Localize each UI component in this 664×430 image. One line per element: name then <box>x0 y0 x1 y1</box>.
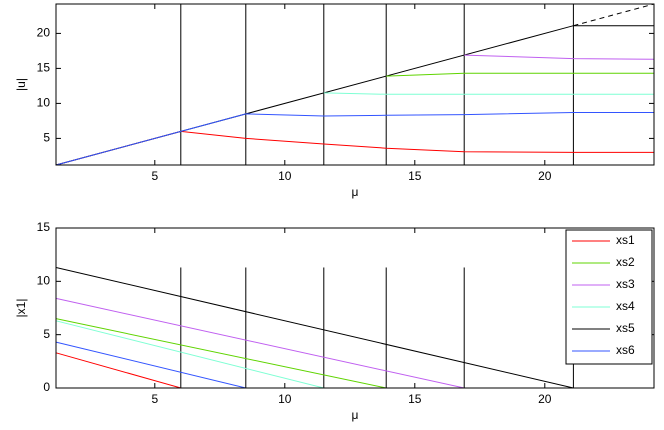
y-tick-label: 5 <box>43 131 50 145</box>
y-tick-label: 5 <box>43 327 50 341</box>
legend-label: xs2 <box>616 255 635 269</box>
legend-box <box>565 229 653 365</box>
y-tick-label: 0 <box>43 380 50 394</box>
x-tick-label: 5 <box>151 392 158 406</box>
series-line <box>55 25 654 166</box>
y-tick-label: 10 <box>37 274 51 288</box>
x-tick-label: 20 <box>538 169 552 183</box>
legend-label: xs6 <box>616 343 635 357</box>
x-tick-label: 20 <box>538 392 552 406</box>
y-tick-label: 15 <box>37 61 51 75</box>
series-line <box>323 92 654 95</box>
axes-box <box>55 227 655 389</box>
x-tick-label: 10 <box>278 169 292 183</box>
y-axis-label: |x1| <box>14 299 28 318</box>
series-line <box>573 3 655 27</box>
axes-box <box>55 3 655 166</box>
legend-label: xs4 <box>616 299 635 313</box>
x-axis-label: μ <box>352 408 359 422</box>
series-line <box>55 130 654 166</box>
y-tick-label: 15 <box>37 220 51 234</box>
series-line <box>386 72 654 77</box>
series-line <box>55 112 654 166</box>
x-tick-label: 10 <box>278 392 292 406</box>
y-tick-label: 20 <box>37 26 51 40</box>
x-tick-label: 15 <box>408 169 422 183</box>
legend-label: xs5 <box>616 321 635 335</box>
x-tick-label: 15 <box>408 392 422 406</box>
y-axis-label: |u| <box>14 78 28 91</box>
x-tick-label: 5 <box>151 169 158 183</box>
legend-label: xs1 <box>616 233 635 247</box>
series-line <box>55 266 654 389</box>
x-axis-label: μ <box>352 185 359 199</box>
series-line <box>464 54 655 60</box>
y-tick-label: 10 <box>37 96 51 110</box>
legend-label: xs3 <box>616 277 635 291</box>
series-line <box>55 352 654 389</box>
